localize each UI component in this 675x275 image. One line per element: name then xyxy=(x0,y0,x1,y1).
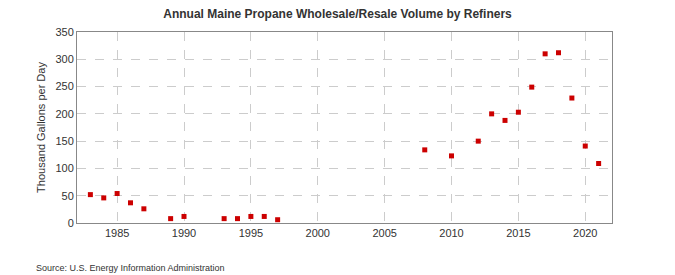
svg-text:2000: 2000 xyxy=(306,227,330,239)
svg-text:150: 150 xyxy=(55,135,73,147)
svg-text:350: 350 xyxy=(55,26,73,38)
svg-text:300: 300 xyxy=(55,53,73,65)
svg-text:50: 50 xyxy=(62,190,74,202)
svg-text:2015: 2015 xyxy=(506,227,530,239)
svg-text:250: 250 xyxy=(55,80,73,92)
svg-text:100: 100 xyxy=(55,162,73,174)
svg-text:Source: U.S. Energy Informatio: Source: U.S. Energy Information Administ… xyxy=(36,263,225,273)
svg-text:2005: 2005 xyxy=(372,227,396,239)
svg-text:0: 0 xyxy=(68,217,74,229)
svg-text:1985: 1985 xyxy=(105,227,129,239)
svg-text:1990: 1990 xyxy=(172,227,196,239)
svg-text:2020: 2020 xyxy=(573,227,597,239)
svg-text:Thousand Gallons per Day: Thousand Gallons per Day xyxy=(35,62,47,193)
svg-text:1995: 1995 xyxy=(239,227,263,239)
svg-text:200: 200 xyxy=(55,108,73,120)
svg-text:2010: 2010 xyxy=(439,227,463,239)
svg-text:Annual Maine Propane Wholesale: Annual Maine Propane Wholesale/Resale Vo… xyxy=(163,7,512,21)
